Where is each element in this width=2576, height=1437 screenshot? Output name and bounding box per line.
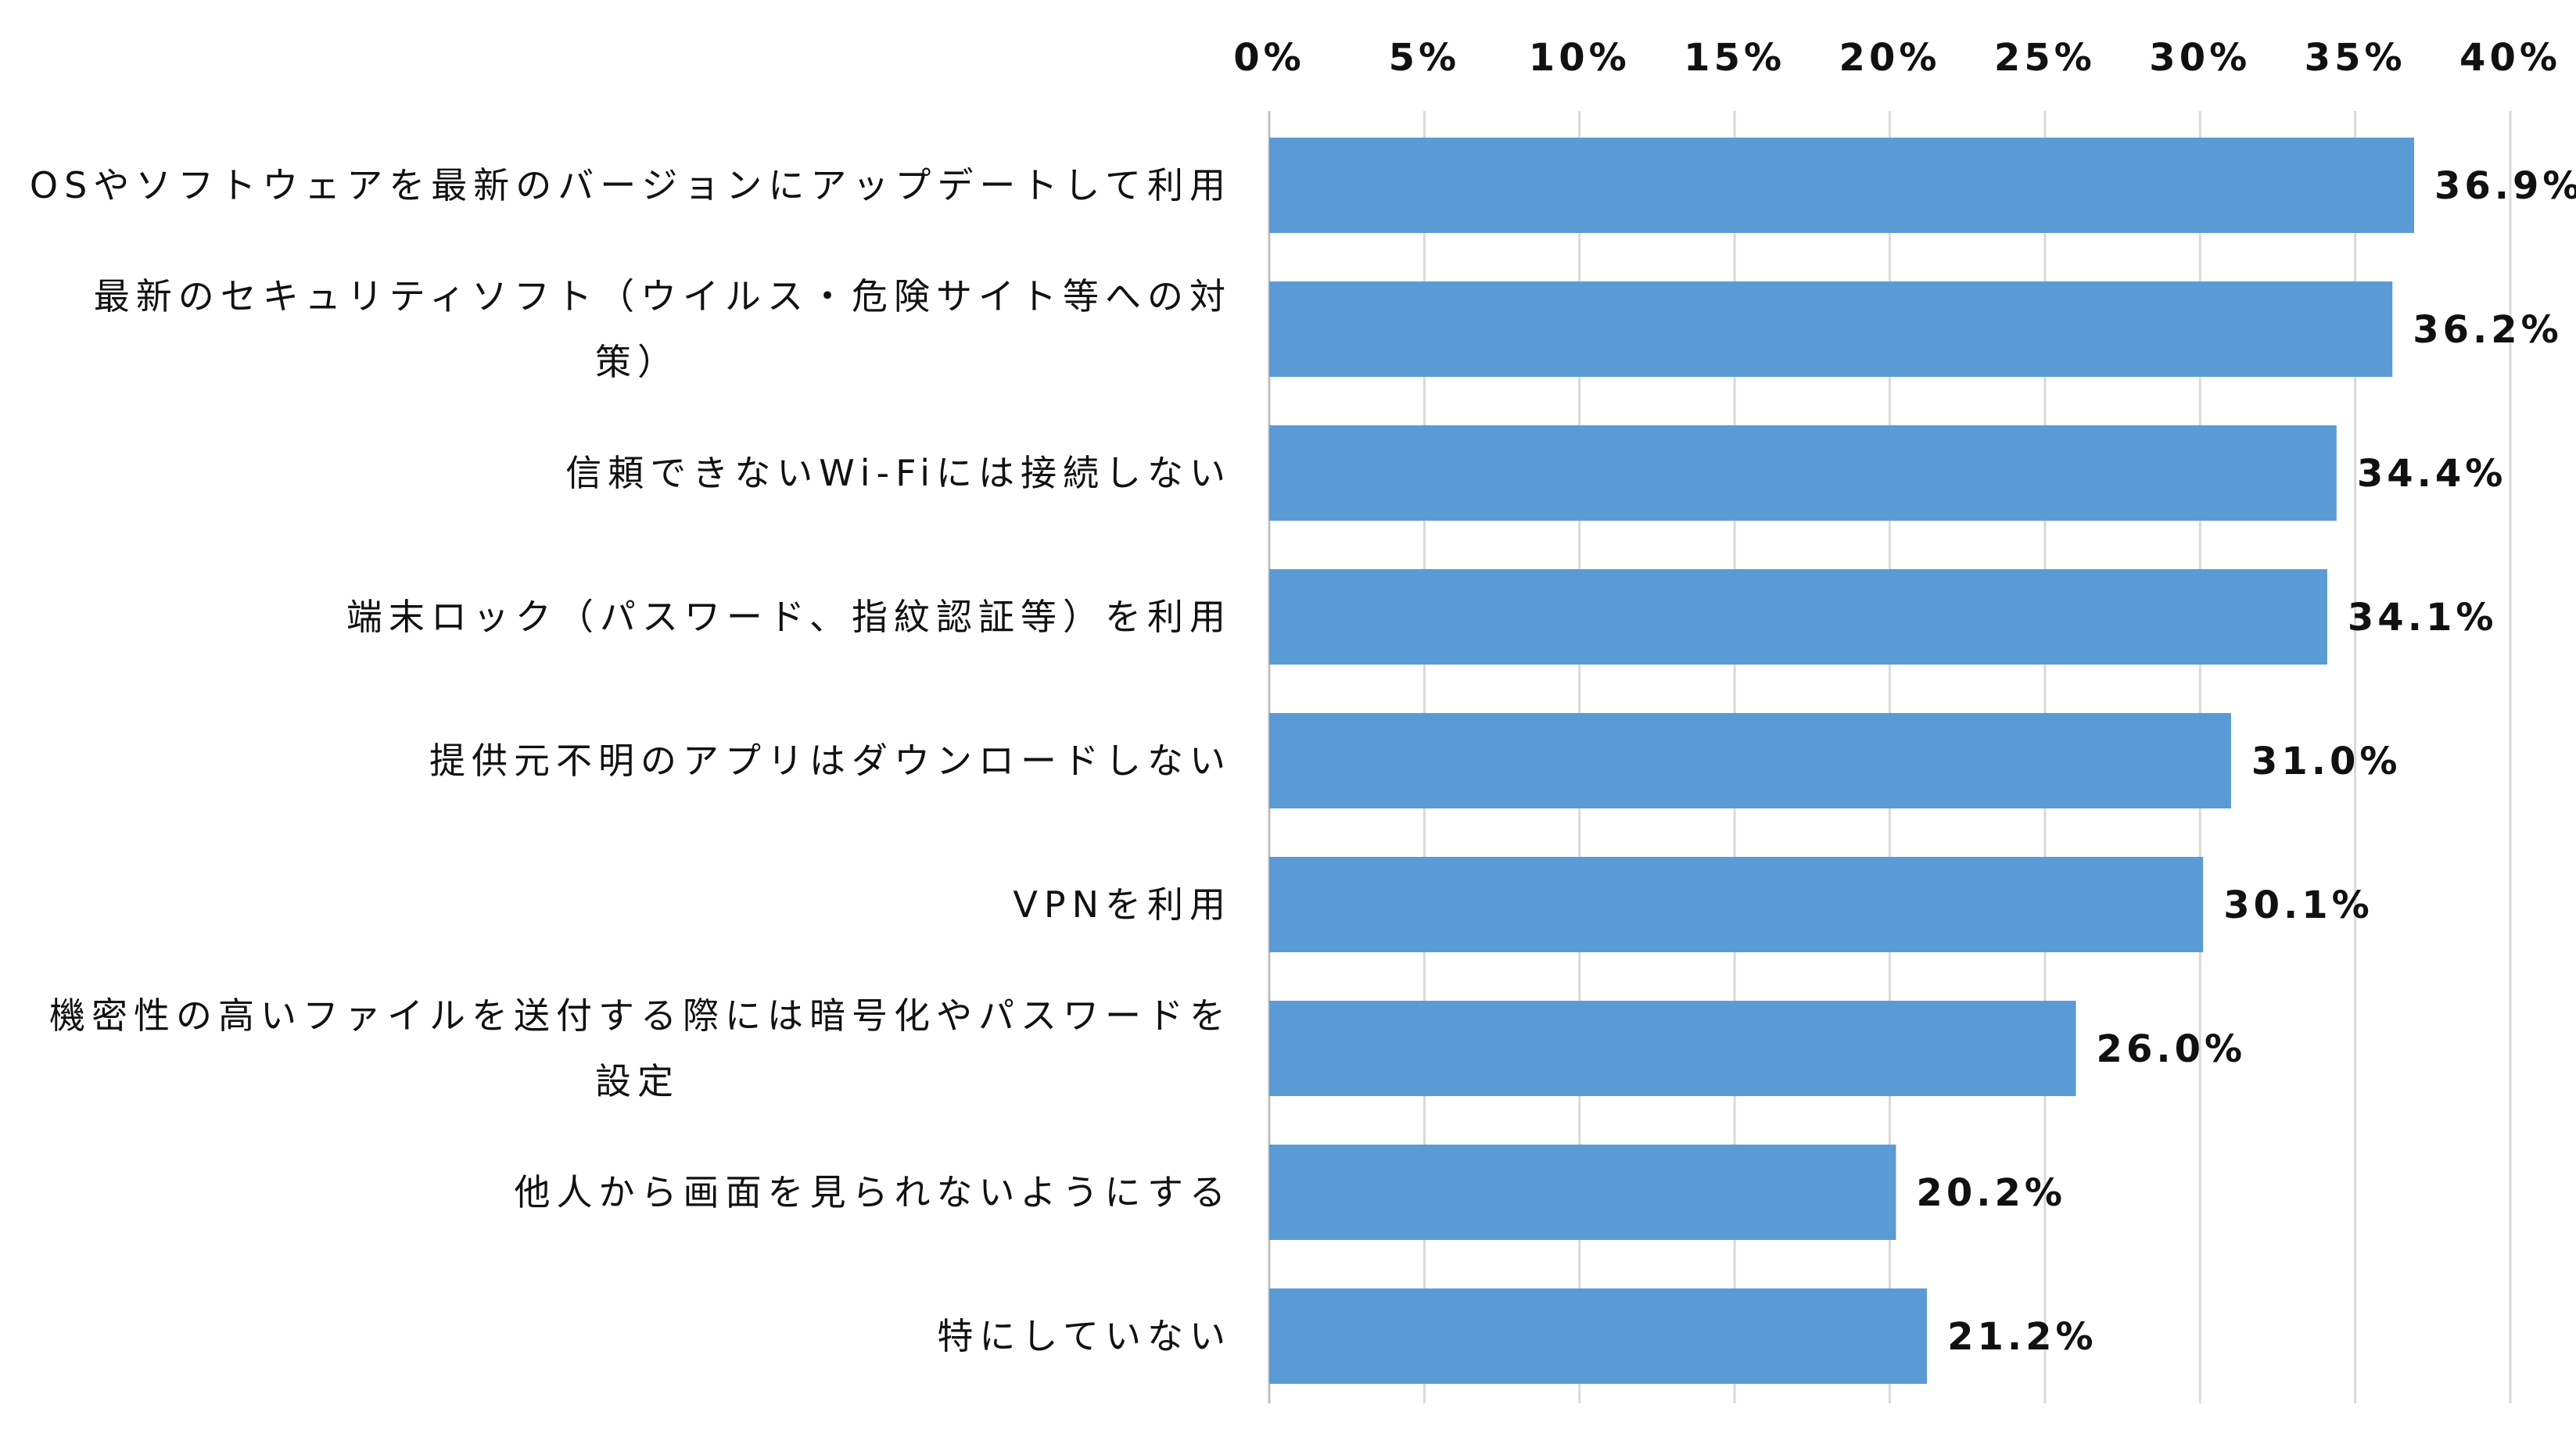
value-label-8: 20.2%	[1916, 1171, 2066, 1215]
bar-3	[1269, 425, 2337, 521]
x-tick-label-40: 40%	[2459, 36, 2561, 80]
category-label-5: 提供元不明のアプリはダウンロードしない	[429, 740, 1232, 782]
bar-2	[1269, 281, 2393, 377]
category-label-7-line-1: 機密性の高いファイルを送付する際には暗号化やパスワードを	[49, 994, 1232, 1037]
value-label-9: 21.2%	[1947, 1315, 2097, 1359]
value-label-6: 30.1%	[2223, 883, 2373, 927]
value-label-1: 36.9%	[2434, 164, 2576, 208]
bars	[1269, 138, 2415, 1384]
value-label-5: 31.0%	[2251, 740, 2402, 783]
category-labels: OSやソフトウェアを最新のバージョンにアップデートして利用最新のセキュリティソフ…	[30, 164, 1232, 1357]
bar-4	[1269, 569, 2327, 665]
x-tick-label-20: 20%	[1839, 36, 1941, 80]
category-label-9: 特にしていない	[937, 1315, 1232, 1357]
value-label-3: 34.4%	[2357, 452, 2507, 496]
category-label-2-line-2: 策）	[595, 341, 680, 383]
category-label-4: 端末ロック（パスワード、指紋認証等）を利用	[346, 596, 1232, 638]
bar-5	[1269, 713, 2231, 808]
value-label-7: 26.0%	[2097, 1027, 2247, 1071]
bar-7	[1269, 1001, 2076, 1096]
x-tick-label-0: 0%	[1233, 36, 1305, 80]
bar-1	[1269, 138, 2415, 233]
x-tick-label-30: 30%	[2149, 36, 2251, 80]
category-label-2-line-1: 最新のセキュリティソフト（ウイルス・危険サイト等への対	[94, 275, 1232, 317]
value-labels: 36.9% 36.2% 34.4% 34.1% 31.0% 30.1% 26.0% 20.2%…	[1916, 164, 2576, 1359]
value-label-2: 36.2%	[2413, 308, 2563, 352]
x-tick-label-10: 10%	[1529, 36, 1631, 80]
bar-8	[1269, 1145, 1896, 1240]
x-axis-ticks: 0% 5% 10% 15% 20% 25% 30% 35% 40%	[1233, 36, 2561, 80]
bar-9	[1269, 1288, 1928, 1384]
category-label-7-line-2: 設定	[595, 1060, 680, 1102]
x-tick-label-15: 15%	[1684, 36, 1785, 80]
category-label-6: VPNを利用	[1013, 883, 1232, 926]
x-tick-label-5: 5%	[1389, 36, 1461, 80]
x-tick-label-25: 25%	[1994, 36, 2096, 80]
value-label-4: 34.1%	[2348, 596, 2498, 640]
category-label-3: 信頼できないWi-Fiには接続しない	[565, 452, 1232, 494]
category-label-8: 他人から画面を見られないようにする	[514, 1171, 1232, 1213]
bar-6	[1269, 857, 2204, 952]
x-tick-label-35: 35%	[2305, 36, 2406, 80]
category-label-1: OSやソフトウェアを最新のバージョンにアップデートして利用	[30, 164, 1232, 206]
